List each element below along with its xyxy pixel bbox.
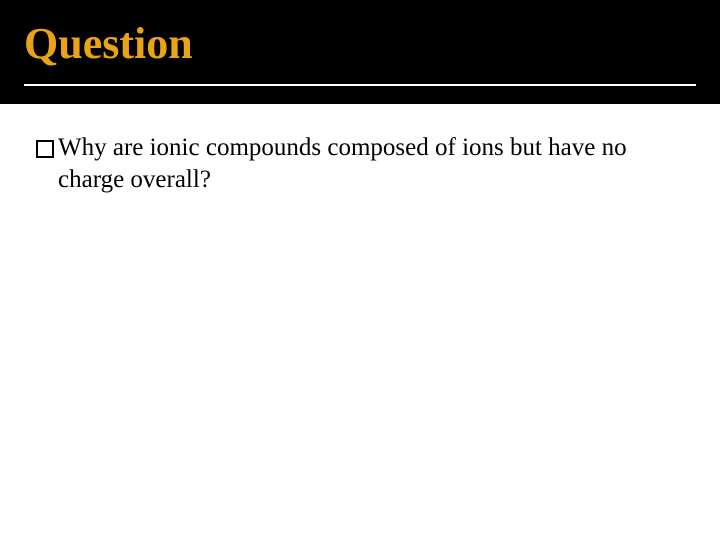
body-text: Why are ionic compounds composed of ions… (58, 132, 684, 196)
slide-title: Question (24, 20, 696, 68)
title-underline (24, 84, 696, 86)
title-bar: Question (0, 0, 720, 104)
content-area: Why are ionic compounds composed of ions… (0, 104, 720, 224)
square-bullet-icon (36, 140, 54, 158)
bullet-item: Why are ionic compounds composed of ions… (36, 132, 684, 196)
